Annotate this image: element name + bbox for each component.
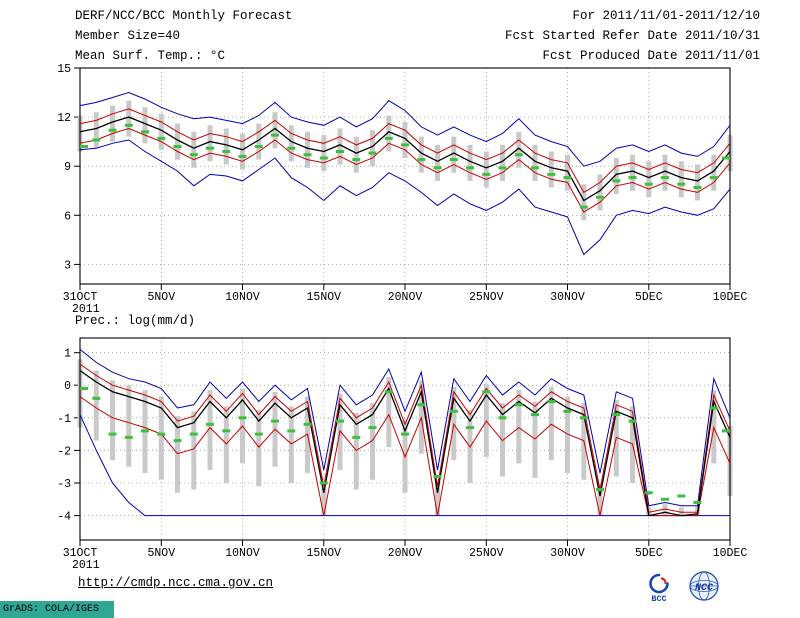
- svg-text:5NOV: 5NOV: [147, 547, 175, 560]
- svg-text:25NOV: 25NOV: [469, 291, 504, 304]
- svg-text:30NOV: 30NOV: [550, 547, 585, 560]
- header-right: For 2011/11/01-2011/12/10 Fcst Started R…: [505, 6, 760, 66]
- precip-chart-title: Prec.: log(mm/d): [75, 314, 196, 328]
- svg-text:5DEC: 5DEC: [635, 547, 663, 560]
- svg-text:12: 12: [57, 112, 71, 125]
- svg-text:15: 15: [57, 63, 71, 76]
- precipitation-chart: 1 0 -1 -2 -3 -4 31OCT 5NOV 10NOV 15NOV 20NOV 25NOV 3…: [57, 337, 748, 572]
- svg-text:15NOV: 15NOV: [307, 291, 342, 304]
- bcc-swirl-icon: [649, 573, 669, 594]
- svg-text:10NOV: 10NOV: [225, 547, 260, 560]
- bcc-logo: BCC: [649, 573, 669, 603]
- website-url[interactable]: http://cmdp.ncc.cma.gov.cn: [78, 576, 274, 590]
- svg-text:-4: -4: [57, 511, 71, 524]
- refer-date-label: Fcst Started Refer Date 2011/10/31: [504, 29, 760, 43]
- svg-text:9: 9: [64, 161, 71, 174]
- report-title: DERF/NCC/BCC Monthly Forecast: [75, 9, 293, 23]
- header-left: DERF/NCC/BCC Monthly Forecast Member Siz…: [75, 6, 293, 66]
- produced-date-label: Fcst Produced Date 2011/11/01: [542, 49, 760, 63]
- svg-text:1: 1: [64, 348, 71, 361]
- svg-text:10DEC: 10DEC: [713, 547, 748, 560]
- bcc-swirl-accent-icon: [660, 577, 667, 585]
- svg-text:20NOV: 20NOV: [388, 547, 423, 560]
- svg-text:15NOV: 15NOV: [307, 547, 342, 560]
- svg-text:20NOV: 20NOV: [388, 291, 423, 304]
- svg-text:3: 3: [64, 259, 71, 272]
- svg-text:5DEC: 5DEC: [635, 291, 663, 304]
- svg-text:-2: -2: [57, 445, 71, 458]
- forecast-range-label: For 2011/11/01-2011/12/10: [572, 9, 760, 23]
- svg-text:5NOV: 5NOV: [147, 291, 175, 304]
- svg-text:-3: -3: [57, 478, 71, 491]
- svg-text:2011: 2011: [72, 303, 100, 316]
- ncc-logo-text: NCC: [695, 583, 713, 594]
- svg-text:-1: -1: [57, 413, 71, 426]
- grads-credit-text: GrADS: COLA/IGES: [3, 604, 100, 615]
- svg-text:0: 0: [64, 380, 71, 393]
- bcc-logo-text: BCC: [651, 594, 666, 603]
- svg-text:30NOV: 30NOV: [550, 291, 585, 304]
- svg-text:25NOV: 25NOV: [469, 547, 504, 560]
- svg-text:6: 6: [64, 210, 71, 223]
- svg-text:2011: 2011: [72, 559, 100, 572]
- svg-text:10DEC: 10DEC: [713, 291, 748, 304]
- member-size-label: Member Size=40: [75, 29, 181, 43]
- svg-text:31OCT: 31OCT: [63, 291, 98, 304]
- svg-text:10NOV: 10NOV: [225, 291, 260, 304]
- ncc-logo: NCC: [689, 571, 719, 601]
- grads-credit-bar: GrADS: COLA/IGES: [0, 601, 114, 618]
- temp-chart-title: Mean Surf. Temp.: °C: [75, 49, 226, 63]
- temperature-chart: 15 12 9 6 3 31OCT 5NOV 10NOV 15NOV 20NOV 25NOV 30NO…: [57, 63, 748, 316]
- svg-text:31OCT: 31OCT: [63, 547, 98, 560]
